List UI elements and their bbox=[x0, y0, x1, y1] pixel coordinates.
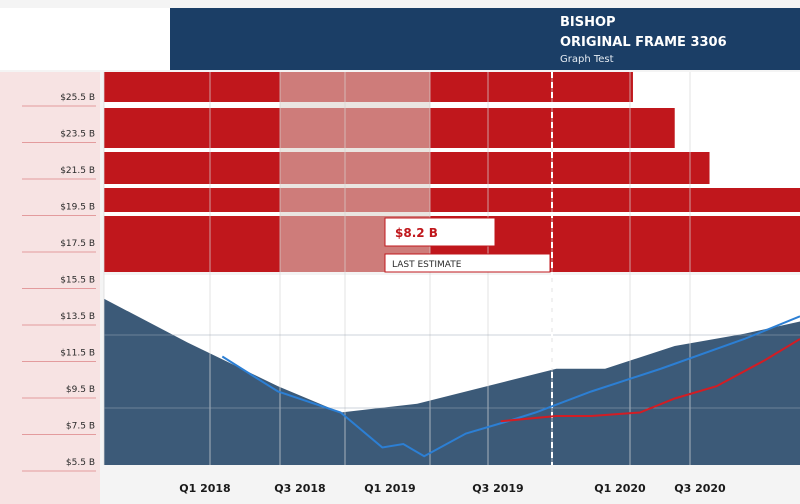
x-axis-band bbox=[104, 465, 800, 504]
y-tick-label: $15.5 B bbox=[60, 276, 95, 286]
x-tick-label: Q1 2018 bbox=[179, 482, 230, 495]
y-tick-label: $19.5 B bbox=[60, 203, 95, 213]
x-tick-labels: Q1 2018 Q3 2018 Q1 2019 Q3 2019 Q1 2020 Q3 20… bbox=[179, 482, 726, 495]
y-axis-panel bbox=[0, 72, 100, 504]
annotation-sub-box bbox=[384, 253, 551, 273]
x-tick-label: Q3 2019 bbox=[472, 482, 523, 495]
y-tick-labels: $25.5 B $23.5 B $21.5 B $19.5 B $17.5 B $15.5… bbox=[22, 93, 96, 472]
x-tick-label: Q3 2020 bbox=[674, 482, 726, 495]
y-tick-label: $17.5 B bbox=[60, 239, 95, 249]
x-tick-label: Q3 2018 bbox=[274, 482, 325, 495]
annotation-box bbox=[384, 217, 496, 247]
y-tick-label: $21.5 B bbox=[60, 166, 95, 176]
y-tick-label: $9.5 B bbox=[66, 385, 95, 395]
header-left-block bbox=[0, 8, 170, 70]
x-tick-label: Q1 2020 bbox=[594, 482, 646, 495]
red-line-series bbox=[500, 338, 800, 423]
y-tick-label: $25.5 B bbox=[60, 93, 95, 103]
y-tick-label: $13.5 B bbox=[60, 312, 95, 322]
header-title: BISHOP bbox=[560, 15, 616, 30]
annotation-text: $8.2 B bbox=[395, 226, 438, 240]
annotation-sub-text: LAST ESTIMATE bbox=[392, 260, 462, 270]
y-tick-label: $5.5 B bbox=[66, 458, 95, 468]
y-tick-label: $7.5 B bbox=[66, 422, 95, 432]
y-tick-label: $23.5 B bbox=[60, 130, 95, 140]
header-caption: Graph Test bbox=[560, 54, 614, 65]
line-series bbox=[221, 315, 800, 458]
y-tick-label: $11.5 B bbox=[60, 349, 95, 359]
blue-line-series bbox=[221, 315, 800, 458]
header-subtitle: ORIGINAL FRAME 3306 bbox=[560, 35, 727, 50]
bar-rows bbox=[104, 72, 800, 272]
x-tick-label: Q1 2019 bbox=[364, 482, 415, 495]
bar-row bbox=[104, 188, 800, 212]
area-series bbox=[104, 298, 800, 465]
